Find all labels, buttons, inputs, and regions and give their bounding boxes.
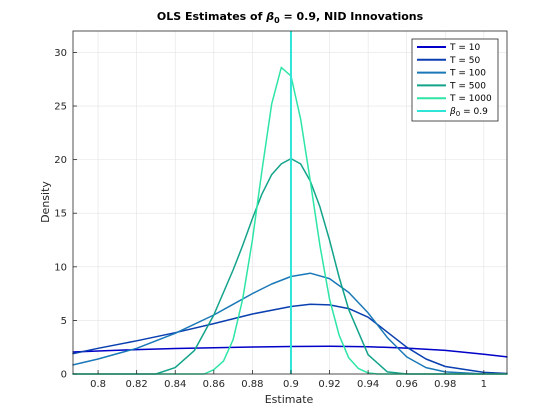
y-tick-label-5: 25 [54,102,67,113]
x-tick-label-5: 0.9 [283,379,299,390]
x-tick-label-1: 0.82 [126,379,148,390]
series-line-4 [72,157,508,375]
legend: T = 10 T = 50 T = 100 T = 500 T = 1000 β0 = … [411,38,499,122]
x-tick-label-9: 0.98 [434,379,456,390]
legend-box [411,38,499,122]
legend-label-5: T = 1000 [449,94,492,104]
x-tick-label-0: 0.8 [90,379,106,390]
series-line-2 [72,303,508,375]
series-line-3 [72,272,485,375]
x-tick-label-7: 0.94 [357,379,379,390]
y-tick-label-3: 15 [54,209,67,220]
x-tick-label-2: 0.84 [164,379,186,390]
x-tick-label-4: 0.88 [241,379,263,390]
legend-entries: T = 10 T = 50 T = 100 T = 500 T = 1000 [417,43,492,104]
legend-label-reference: β0 = 0.9 [449,107,488,118]
x-tick-label-8: 0.96 [396,379,418,390]
x-axis-label: Estimate [265,393,314,406]
y-tick-label-2: 10 [54,262,67,273]
y-axis-label: Density [39,181,52,223]
y-tick-label-1: 5 [61,316,67,327]
x-tick-label-3: 0.86 [203,379,225,390]
y-tick-label-4: 20 [54,155,67,166]
legend-label-2: T = 50 [449,56,480,66]
y-tick-label-6: 30 [54,48,67,59]
x-tick-label-6: 0.92 [318,379,340,390]
legend-label-4: T = 500 [449,81,486,91]
chart-title: OLS Estimates of β0 = 0.9, NID Innovatio… [157,10,424,25]
axes-box [72,30,508,375]
y-tick-label-0: 0 [61,370,67,381]
legend-label-3: T = 100 [449,69,486,79]
ticks: 0.8 0.82 0.84 0.86 0.88 0.9 0.92 0.94 0.96 0.98 10… [54,48,487,390]
legend-label-1: T = 10 [449,43,480,53]
x-tick-label-10: 1 [481,379,487,390]
